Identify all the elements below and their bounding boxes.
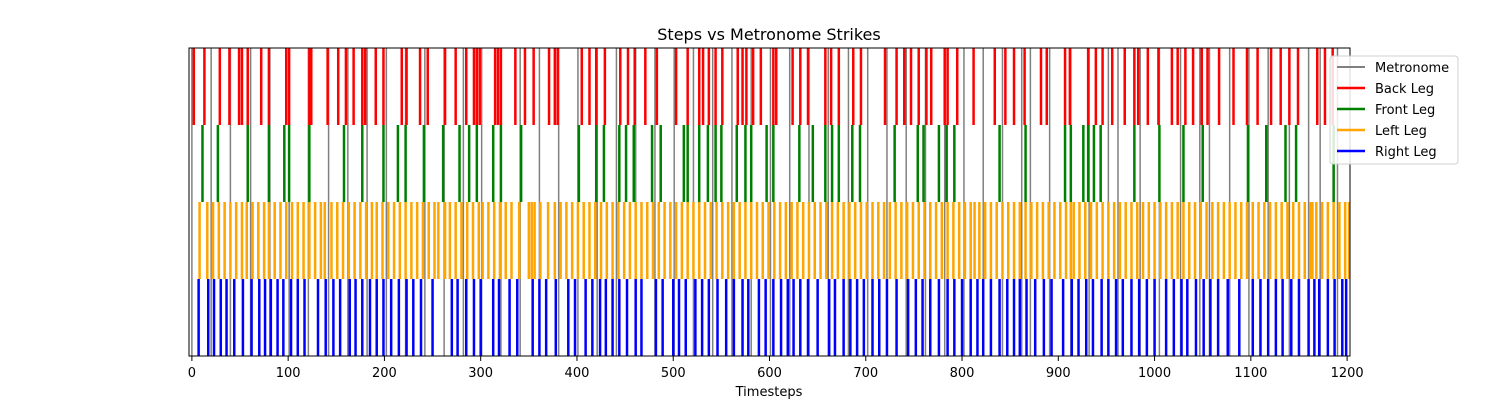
legend-label-front-leg: Front Leg (1375, 103, 1435, 118)
x-tick-label: 200 (372, 366, 397, 381)
x-tick-label: 1200 (1331, 366, 1364, 381)
x-tick-label: 900 (1046, 366, 1071, 381)
series-right-leg (197, 279, 1348, 356)
legend-label-back-leg: Back Leg (1375, 82, 1434, 97)
x-tick-label: 300 (468, 366, 493, 381)
x-tick-label: 1100 (1234, 366, 1267, 381)
x-tick-label: 100 (276, 366, 301, 381)
x-tick-label: 800 (950, 366, 975, 381)
x-axis: 0 100 200 300 400 500 600 700 800 900 1000 1100 1200 (188, 356, 1364, 381)
x-tick-label: 700 (853, 366, 878, 381)
legend-label-metronome: Metronome (1375, 61, 1449, 76)
legend-label-left-leg: Left Leg (1375, 124, 1427, 139)
legend: Metronome Back Leg Front Leg Left Leg Ri… (1329, 55, 1459, 165)
x-tick-label: 0 (188, 366, 196, 381)
x-tick-label: 400 (565, 366, 590, 381)
legend-label-right-leg: Right Leg (1375, 145, 1437, 160)
x-tick-label: 1000 (1138, 366, 1171, 381)
series-left-leg (198, 202, 1351, 279)
series-front-leg (201, 125, 1335, 202)
legend-box (1329, 55, 1459, 165)
event-marks (191, 48, 1351, 356)
x-tick-label: 600 (757, 366, 782, 381)
x-axis-title: Timesteps (735, 385, 803, 400)
series-back-leg (192, 48, 1334, 125)
chart-title: Steps vs Metronome Strikes (657, 25, 880, 44)
x-tick-label: 500 (661, 366, 686, 381)
